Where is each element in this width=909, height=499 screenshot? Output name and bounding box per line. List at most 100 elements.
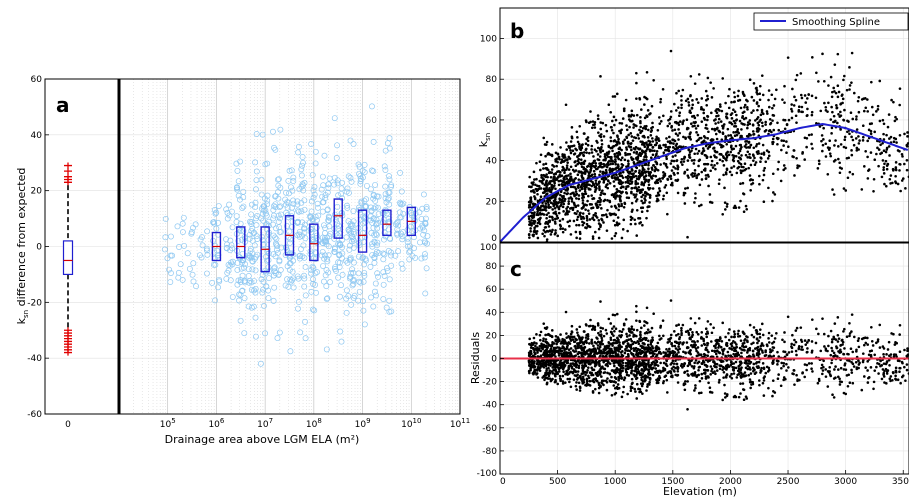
data-point [583, 170, 587, 173]
data-point [585, 137, 588, 141]
data-point [622, 205, 626, 209]
residual-point [677, 332, 680, 336]
data-point [677, 138, 680, 141]
residual-point [658, 334, 661, 338]
residual-point [567, 367, 570, 371]
data-point [693, 116, 697, 120]
scatter-point [216, 278, 223, 285]
residual-point [732, 372, 736, 375]
data-point [803, 94, 807, 97]
data-point [724, 171, 728, 174]
data-point [550, 215, 554, 219]
scatter-point [381, 251, 388, 258]
data-point [564, 188, 568, 192]
data-point [751, 181, 755, 185]
data-point [535, 232, 538, 235]
data-point [643, 155, 646, 159]
data-point [615, 221, 619, 224]
scatter-point [168, 270, 174, 276]
residual-point [646, 339, 650, 343]
data-point [651, 121, 654, 125]
data-point [597, 236, 601, 240]
scatter-point [287, 348, 294, 355]
data-point [662, 143, 665, 147]
residual-point [883, 381, 886, 384]
data-point [587, 151, 591, 155]
data-point [772, 104, 776, 107]
data-point [659, 163, 662, 166]
data-point [838, 161, 841, 165]
y-tick-label: 100 [480, 35, 497, 45]
data-point [712, 147, 715, 150]
scatter-point [299, 162, 306, 169]
data-point [627, 114, 631, 117]
scatter-point [374, 225, 381, 232]
data-point [800, 105, 804, 109]
data-point [581, 143, 584, 146]
scatter-point [371, 255, 378, 261]
residual-point [733, 332, 737, 336]
data-point [584, 142, 588, 145]
data-point [590, 144, 594, 148]
data-point [542, 163, 545, 166]
data-point [644, 127, 648, 131]
data-point [876, 108, 880, 111]
data-point [893, 119, 897, 123]
residual-point [618, 329, 622, 333]
data-point [598, 155, 602, 158]
data-point [610, 174, 614, 178]
data-point [562, 167, 565, 170]
data-point [718, 158, 722, 162]
residual-point [555, 342, 558, 346]
residual-point [877, 372, 880, 375]
data-point [613, 184, 616, 188]
data-point [866, 155, 869, 159]
scatter-point [382, 167, 389, 173]
scatter-point [373, 231, 379, 237]
residual-point [899, 381, 902, 385]
scatter-point [312, 148, 319, 155]
scatter-point [348, 178, 355, 185]
residual-point [850, 330, 853, 333]
data-point [749, 156, 752, 160]
data-point [558, 219, 562, 223]
data-point [840, 167, 844, 170]
data-point [680, 103, 683, 107]
data-point [830, 95, 834, 99]
data-point [533, 178, 536, 181]
data-point [545, 179, 548, 183]
data-point [880, 175, 884, 179]
data-point [792, 155, 795, 159]
data-point [559, 227, 562, 231]
data-point [580, 161, 584, 165]
data-point [754, 144, 758, 148]
x-tick-label: 106 [208, 417, 224, 430]
data-point [537, 213, 540, 217]
data-point [793, 174, 796, 177]
data-point [572, 219, 576, 223]
data-point [639, 115, 642, 119]
scatter-point [400, 200, 407, 207]
scatter-point [247, 245, 254, 252]
data-point [656, 178, 660, 182]
data-point [617, 147, 621, 151]
data-point [714, 122, 717, 125]
data-point [747, 141, 751, 144]
scatter-point [211, 207, 218, 213]
scatter-point [333, 155, 340, 161]
data-point [592, 196, 595, 200]
data-point [585, 216, 589, 220]
scatter-point [358, 200, 365, 206]
residual-point [712, 326, 715, 330]
data-point [732, 119, 736, 123]
scatter-point [321, 152, 328, 159]
data-point [644, 170, 648, 174]
residual-point [724, 396, 727, 399]
residual-point [665, 364, 669, 368]
data-point [635, 177, 639, 181]
data-point [882, 138, 886, 141]
residual-point [582, 342, 586, 346]
residual-point [680, 326, 683, 330]
data-point [790, 116, 794, 120]
data-point [732, 159, 736, 163]
